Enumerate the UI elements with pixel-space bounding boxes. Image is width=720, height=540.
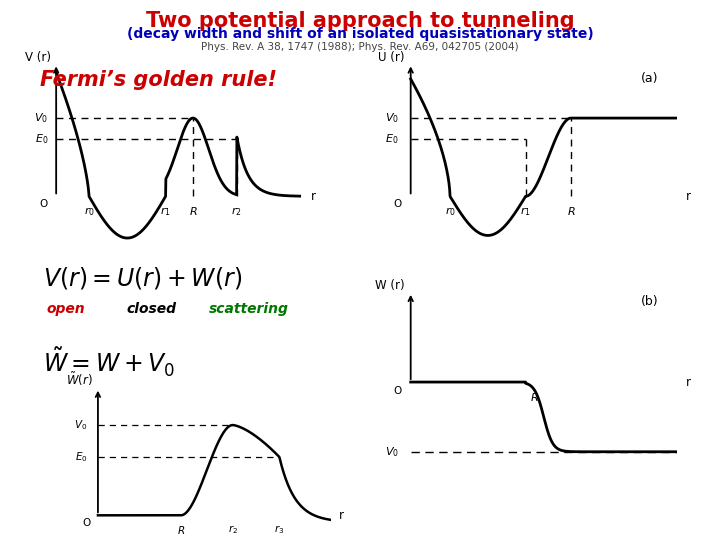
Text: scattering: scattering bbox=[209, 302, 289, 316]
Text: $E_0$: $E_0$ bbox=[385, 132, 399, 146]
Text: r: r bbox=[310, 190, 315, 203]
Text: O: O bbox=[82, 518, 90, 528]
Text: W (r): W (r) bbox=[375, 279, 405, 292]
Text: $V_0$: $V_0$ bbox=[384, 111, 399, 125]
Text: r: r bbox=[686, 190, 691, 203]
Text: Fermi’s golden rule!: Fermi’s golden rule! bbox=[40, 70, 277, 90]
Text: $V(r) = U(r) + W(r)$: $V(r) = U(r) + W(r)$ bbox=[43, 265, 243, 291]
Text: $r_0$: $r_0$ bbox=[84, 205, 94, 218]
Text: $E_0$: $E_0$ bbox=[75, 450, 88, 464]
Text: $r_1$: $r_1$ bbox=[160, 205, 171, 218]
Text: (decay width and shift of an isolated quasistationary state): (decay width and shift of an isolated qu… bbox=[127, 27, 593, 41]
Text: $r_0$: $r_0$ bbox=[444, 205, 456, 218]
Text: $\tilde{W} = W + V_0$: $\tilde{W} = W + V_0$ bbox=[43, 346, 176, 379]
Text: O: O bbox=[393, 199, 402, 209]
Text: $R$: $R$ bbox=[531, 391, 539, 403]
Text: open: open bbox=[47, 302, 86, 316]
Text: $\tilde{W}(r)$: $\tilde{W}(r)$ bbox=[66, 370, 93, 388]
Text: $r_2$: $r_2$ bbox=[231, 205, 242, 218]
Text: $E_0$: $E_0$ bbox=[35, 132, 48, 146]
Text: $V_0$: $V_0$ bbox=[384, 445, 399, 458]
Text: $R$: $R$ bbox=[176, 524, 185, 536]
Text: $r_3$: $r_3$ bbox=[274, 524, 284, 536]
Text: O: O bbox=[393, 386, 402, 395]
Text: (b): (b) bbox=[641, 295, 659, 308]
Text: (a): (a) bbox=[641, 72, 659, 85]
Text: r: r bbox=[339, 509, 344, 522]
Text: O: O bbox=[40, 199, 48, 209]
Text: Phys. Rev. A 38, 1747 (1988); Phys. Rev. A69, 042705 (2004): Phys. Rev. A 38, 1747 (1988); Phys. Rev.… bbox=[201, 42, 519, 52]
Text: $R$: $R$ bbox=[189, 205, 197, 218]
Text: closed: closed bbox=[126, 302, 176, 316]
Text: $r_2$: $r_2$ bbox=[228, 524, 238, 536]
Text: V (r): V (r) bbox=[24, 51, 50, 64]
Text: U (r): U (r) bbox=[378, 51, 405, 64]
Text: $V_0$: $V_0$ bbox=[34, 111, 48, 125]
Text: $r_1$: $r_1$ bbox=[520, 205, 531, 218]
Text: $V_0$: $V_0$ bbox=[74, 418, 88, 432]
Text: $R$: $R$ bbox=[567, 205, 575, 218]
Text: Two potential approach to tunneling: Two potential approach to tunneling bbox=[145, 11, 575, 31]
Text: r: r bbox=[686, 375, 691, 389]
